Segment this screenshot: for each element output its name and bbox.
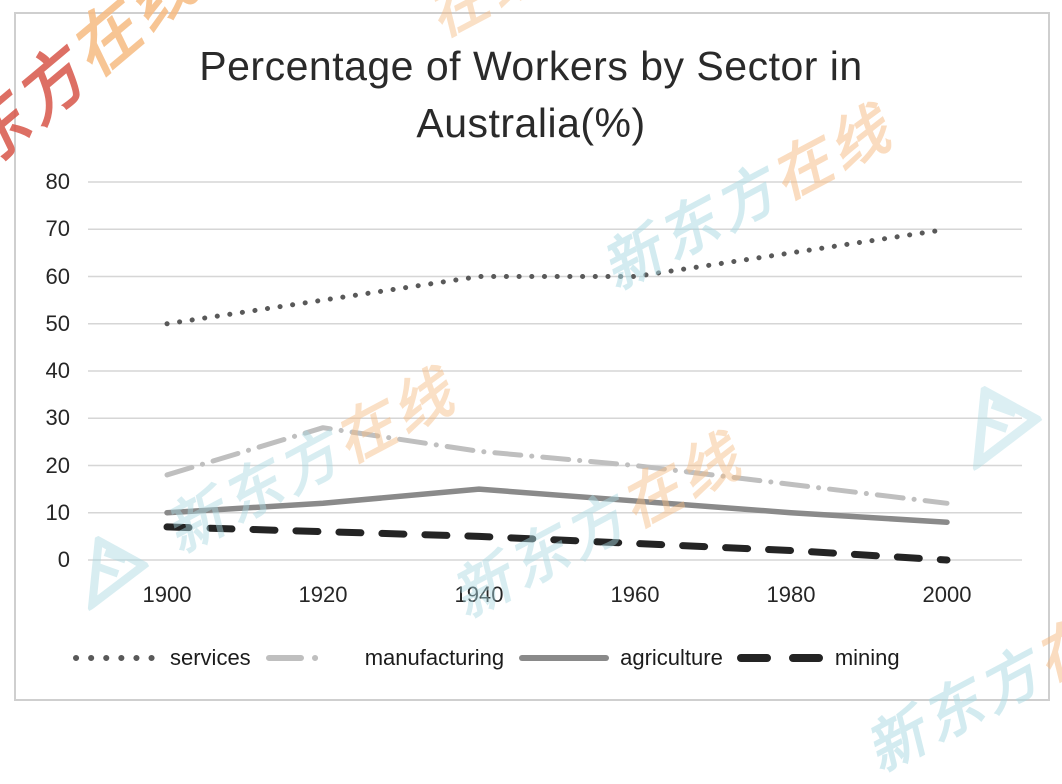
legend-label-manufacturing: manufacturing	[364, 645, 505, 670]
series-line-agriculture	[164, 486, 950, 525]
x-tick-label: 1900	[142, 582, 192, 607]
y-tick-label: 10	[45, 499, 70, 525]
y-tick-label: 20	[45, 452, 70, 478]
chart-title-line1: Percentage of Workers by Sector in	[199, 43, 863, 89]
series-line-mining	[163, 523, 951, 564]
legend-sample-agriculture	[519, 655, 610, 661]
legend-sample-services	[73, 655, 159, 661]
legend-label-services: services	[170, 645, 251, 670]
y-tick-label: 30	[45, 405, 70, 431]
series-line-services	[164, 226, 950, 327]
x-tick-label: 1980	[766, 582, 816, 607]
chart-svg	[88, 181, 1022, 564]
y-tick-label: 70	[45, 216, 70, 242]
legend-label-mining: mining	[834, 645, 900, 670]
chart-title: Percentage of Workers by Sector in Austr…	[0, 38, 1062, 151]
legend-label-agriculture: agriculture	[620, 645, 723, 670]
legend-sample-mining	[736, 654, 825, 662]
x-tick-label: 2000	[922, 582, 972, 607]
y-tick-label: 60	[45, 263, 70, 289]
legend: services manufacturing agriculture mining	[72, 638, 1012, 678]
x-tick-label: 1960	[610, 582, 660, 607]
y-tick-label: 40	[45, 358, 70, 383]
y-tick-label: 50	[45, 310, 70, 336]
x-tick-label: 1940	[454, 582, 504, 607]
x-tick-label: 1920	[298, 582, 348, 607]
legend-sample-manufacturing	[265, 655, 328, 661]
figure-border	[14, 12, 1050, 701]
series-line-manufacturing	[164, 425, 950, 506]
chart-title-line2: Australia(%)	[416, 99, 646, 146]
y-tick-label: 0	[57, 547, 70, 572]
y-tick-label: 80	[45, 169, 70, 194]
